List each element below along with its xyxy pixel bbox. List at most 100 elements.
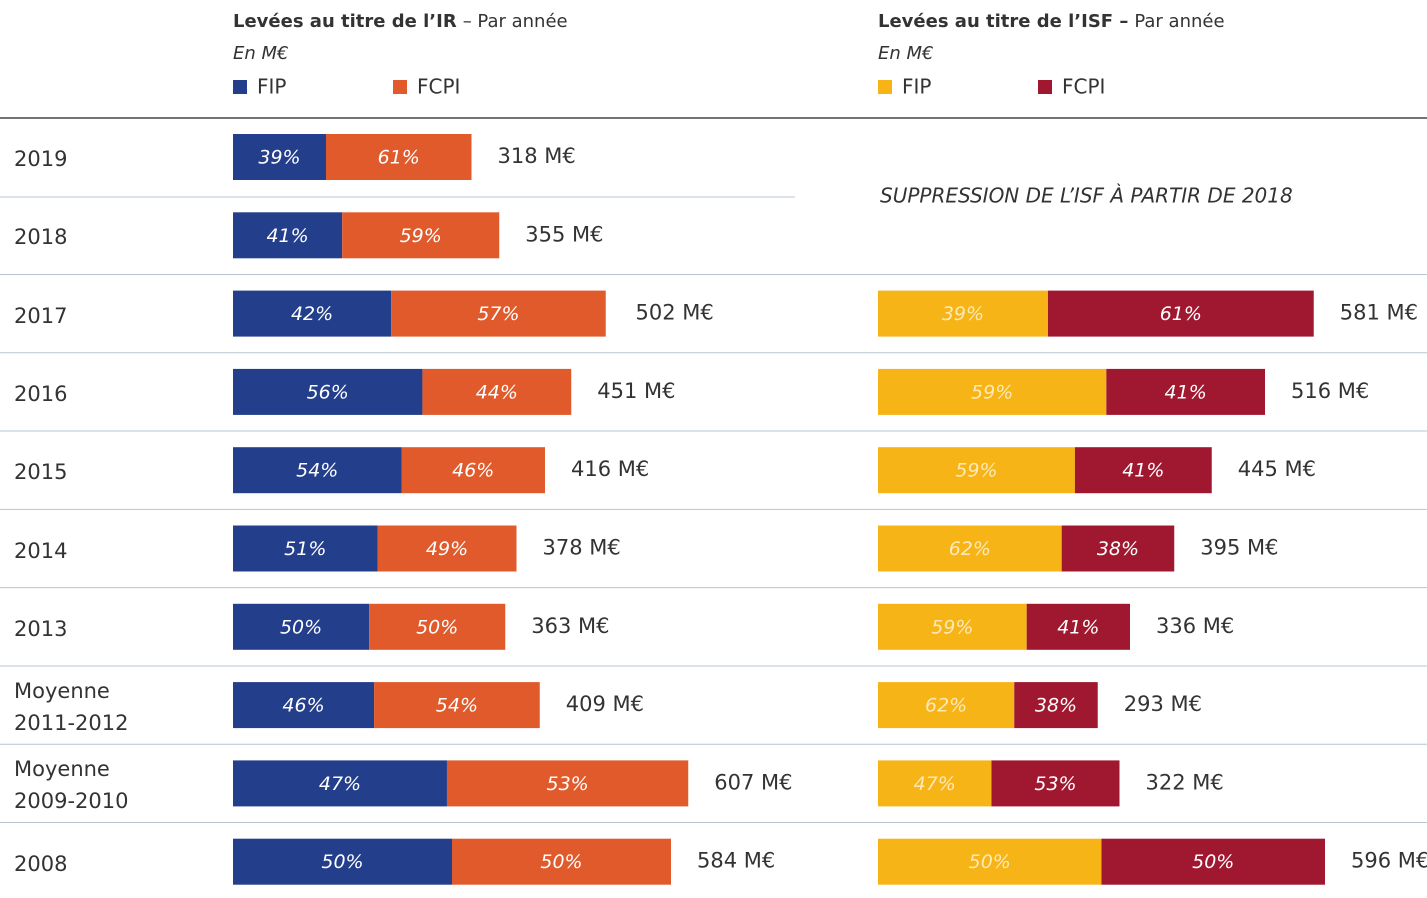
segment-label: 46%	[282, 695, 324, 717]
legend-swatch	[233, 80, 247, 94]
bar-segment	[878, 760, 992, 807]
bar-segment	[878, 838, 1102, 885]
segment-label: 50%	[280, 616, 322, 638]
segment-label: 50%	[321, 851, 363, 873]
total-label: 336 M€	[1156, 614, 1234, 638]
legend-label: FIP	[902, 75, 931, 99]
segment-label: 59%	[955, 460, 997, 482]
legend-label: FCPI	[417, 75, 460, 99]
bar-segment	[1014, 682, 1098, 729]
segment-label: 51%	[284, 538, 326, 560]
segment-label: 41%	[1057, 616, 1099, 638]
total-label: 395 M€	[1200, 536, 1278, 560]
bar-segment	[233, 603, 370, 650]
segment-label: 53%	[546, 773, 588, 795]
segment-label: 61%	[378, 147, 420, 169]
segment-label: 56%	[307, 381, 349, 403]
total-label: 502 M€	[636, 301, 714, 325]
segment-label: 54%	[436, 695, 478, 717]
segment-label: 44%	[476, 381, 518, 403]
segment-label: 47%	[319, 773, 361, 795]
segment-label: 57%	[477, 303, 519, 325]
row-label: 2015	[14, 460, 68, 485]
row-label: Moyenne 2011-2012	[14, 679, 129, 736]
segment-label: 61%	[1160, 303, 1202, 325]
segment-label: 39%	[942, 303, 984, 325]
legend-label: FCPI	[1062, 75, 1105, 99]
legend-swatch	[1038, 80, 1052, 94]
total-label: 596 M€	[1351, 849, 1427, 873]
bar-segment	[391, 290, 606, 337]
row-label: 2018	[14, 225, 68, 250]
chart-title: Levées au titre de l’ISF –	[878, 11, 1128, 32]
row-label: 2019	[14, 147, 68, 171]
total-label: 409 M€	[566, 692, 644, 716]
row-label: Moyenne 2009-2010	[14, 757, 129, 814]
bar-segment	[233, 760, 447, 807]
bar-segment	[446, 760, 689, 807]
total-label: 355 M€	[525, 222, 603, 246]
total-label: 293 M€	[1124, 692, 1202, 716]
total-label: 451 M€	[597, 379, 675, 403]
bar-segment	[233, 368, 423, 415]
annotation: SUPPRESSION DE L’ISF À PARTIR DE 2018	[880, 184, 1293, 208]
total-label: 607 M€	[714, 770, 792, 794]
segment-label: 62%	[949, 538, 991, 560]
bar-segment	[422, 368, 572, 415]
segment-label: 41%	[266, 225, 308, 247]
bar-segment	[1061, 525, 1175, 572]
legend-swatch	[878, 80, 892, 94]
bar-segment	[233, 134, 327, 180]
total-label: 581 M€	[1340, 301, 1418, 325]
segment-label: 47%	[914, 773, 956, 795]
bar-segment	[374, 682, 540, 729]
total-label: 363 M€	[531, 614, 609, 638]
bar-segment	[233, 682, 375, 729]
subtitle: En M€	[878, 43, 934, 64]
total-label: 378 M€	[543, 536, 621, 560]
segment-label: 50%	[540, 851, 582, 873]
chart-title-suffix: – Par année	[463, 11, 568, 32]
bar-segment	[369, 603, 506, 650]
chart-title: Levées au titre de l’IR	[233, 11, 457, 32]
bar-segment	[878, 447, 1075, 494]
segment-label: 50%	[1192, 851, 1234, 873]
segment-label: 59%	[931, 616, 973, 638]
chart-title-suffix: Par année	[1134, 11, 1224, 32]
row-label: 2013	[14, 616, 68, 641]
bar-segment	[878, 603, 1027, 650]
row-label: 2014	[14, 538, 68, 563]
segment-label: 38%	[1097, 538, 1139, 560]
bar-segment	[991, 760, 1120, 807]
bar-segment	[878, 682, 1015, 729]
legend-label: FIP	[257, 75, 286, 99]
bar-segment	[326, 134, 472, 180]
total-label: 322 M€	[1146, 770, 1224, 794]
segment-label: 38%	[1035, 695, 1077, 717]
segment-label: 42%	[291, 303, 333, 325]
segment-label: 49%	[426, 538, 468, 560]
bar-segment	[233, 838, 452, 885]
row-label: 2016	[14, 381, 68, 406]
bar-segment	[342, 212, 500, 259]
bar-segment	[233, 212, 343, 259]
bar-segment	[233, 525, 378, 572]
bar-segment	[1106, 368, 1265, 415]
subtitle: En M€	[233, 43, 289, 64]
row-label: 2017	[14, 303, 68, 328]
total-label: 516 M€	[1291, 379, 1369, 403]
segment-label: 59%	[971, 381, 1013, 403]
bar-segment	[878, 290, 1048, 337]
bar-segment	[1074, 447, 1212, 494]
total-label: 318 M€	[498, 144, 576, 168]
segment-label: 62%	[925, 695, 967, 717]
segment-label: 41%	[1122, 460, 1164, 482]
segment-label: 46%	[452, 460, 494, 482]
legend-swatch	[393, 80, 407, 94]
total-label: 416 M€	[571, 457, 649, 481]
bar-segment	[377, 525, 517, 572]
bar-segment	[878, 368, 1107, 415]
segment-label: 50%	[969, 851, 1011, 873]
bar-segment	[878, 525, 1062, 572]
